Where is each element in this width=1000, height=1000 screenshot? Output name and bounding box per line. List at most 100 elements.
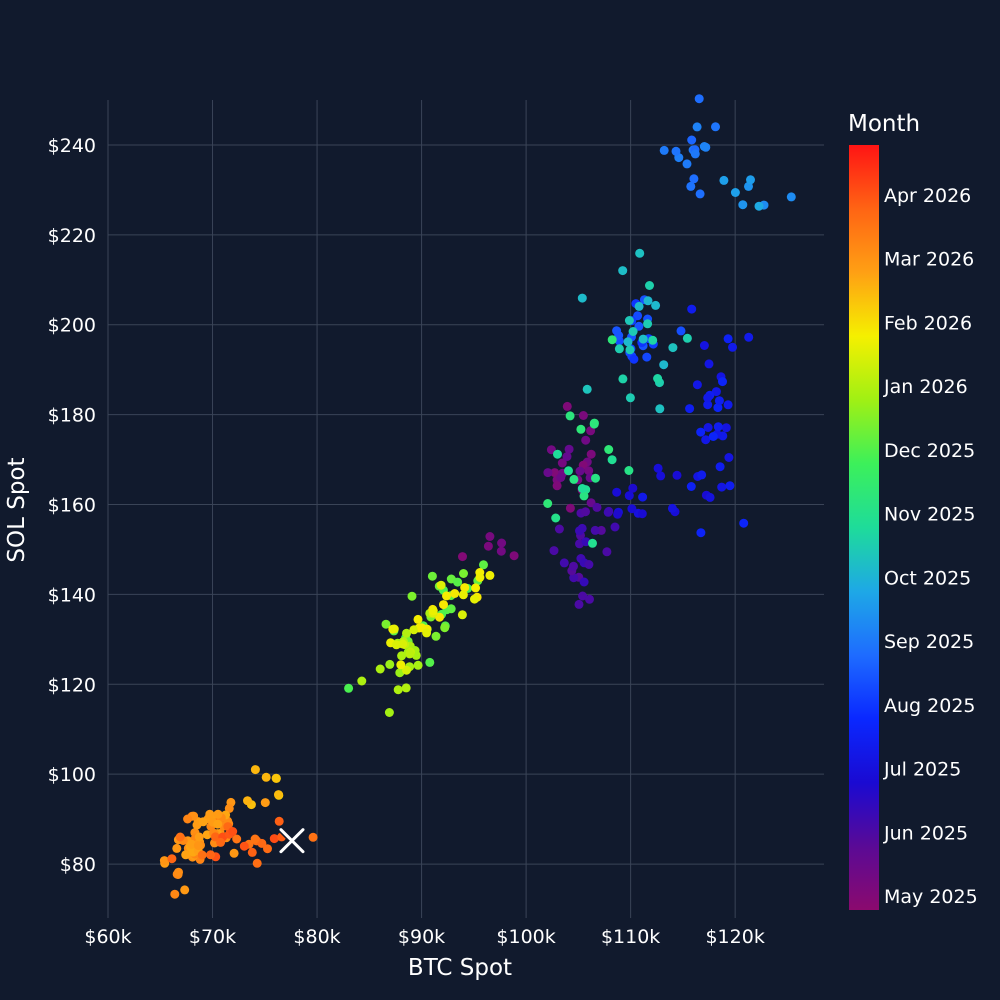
y-tick-labels: $80 $100 $120 $140 $160 $180 $200 $220 $240 (48, 135, 96, 876)
scatter-point (638, 492, 648, 502)
scatter-point (586, 426, 596, 436)
scatter-point (402, 628, 411, 638)
scatter-point (628, 327, 638, 336)
scatter-point (375, 664, 385, 674)
scatter-point (602, 547, 612, 557)
scatter-point (427, 571, 437, 581)
scatter-point (618, 374, 628, 384)
scatter-point (703, 423, 713, 432)
scatter-point (704, 359, 714, 369)
scatter-point (648, 335, 658, 345)
scatter-point (676, 326, 686, 336)
scatter-point (711, 122, 720, 132)
colorbar-tick-label: Sep 2025 (884, 631, 974, 653)
scatter-point (592, 502, 602, 512)
x-tick-labels: $60k $70k $80k $90k $100k $110k $120k (84, 926, 764, 948)
scatter-point (624, 491, 634, 501)
scatter-point (407, 591, 417, 601)
scatter-point (405, 649, 415, 659)
scatter-point (623, 337, 633, 347)
scatter-point (556, 473, 566, 482)
scatter-point (565, 411, 575, 421)
scatter-point (718, 377, 727, 387)
scatter-point (260, 798, 270, 808)
scatter-point (457, 610, 467, 620)
scatter-point (483, 541, 493, 551)
scatter-point (574, 599, 584, 609)
scatter-point (738, 200, 748, 210)
scatter-point (579, 577, 589, 587)
y-tick-label: $80 (60, 854, 96, 876)
scatter-point (172, 843, 182, 853)
scatter-point (625, 393, 635, 403)
scatter-point (485, 570, 495, 580)
scatter-point (656, 471, 666, 481)
scatter-point (653, 463, 663, 473)
scatter-point (604, 445, 614, 454)
y-tick-label: $100 (48, 764, 96, 786)
scatter-point (723, 334, 733, 344)
scatter-point (458, 552, 467, 562)
scatter-point (645, 281, 654, 290)
x-tick-label: $90k (398, 926, 445, 948)
scatter-point (612, 326, 622, 336)
scatter-point (385, 659, 395, 669)
scatter-point (269, 834, 279, 844)
scatter-point (686, 181, 696, 191)
scatter-point (409, 625, 419, 635)
scatter-point (224, 803, 234, 813)
colorbar-tick-labels: May 2025 Jun 2025 Jul 2025 Aug 2025 Sep 2025… (883, 185, 978, 908)
scatter-point (565, 503, 575, 513)
scatter-point (550, 468, 560, 478)
scatter-point (708, 432, 718, 441)
scatter-point (453, 577, 463, 587)
scatter-point (442, 591, 451, 601)
scatter-point (308, 832, 318, 842)
scatter-point (228, 827, 238, 836)
scatter-point (181, 850, 191, 860)
scatter-point (577, 484, 587, 493)
scatter-point (569, 474, 579, 484)
scatter-point (682, 333, 692, 343)
scatter-point (381, 619, 391, 629)
scatter-point (728, 342, 737, 352)
scatter-point (229, 848, 239, 858)
scatter-point (413, 660, 423, 670)
scatter-point (257, 838, 267, 848)
scatter-point (439, 600, 448, 610)
scatter-point (239, 841, 249, 851)
scatter-point (551, 513, 561, 523)
scatter-point (746, 175, 755, 185)
scatter-point (701, 435, 711, 445)
scatter-point (690, 149, 700, 159)
scatter-point (699, 341, 709, 350)
scatter-point (697, 470, 707, 480)
colorbar-tick-label: Feb 2026 (884, 312, 972, 334)
scatter-point (591, 473, 600, 483)
scatter-point (401, 683, 411, 693)
scatter-point (607, 335, 617, 345)
scatter-point (629, 354, 639, 364)
x-tick-label: $70k (189, 926, 236, 948)
scatter-point (589, 418, 599, 428)
scatter-point (715, 462, 725, 472)
x-tick-label: $110k (601, 926, 660, 948)
scatter-point (393, 685, 403, 695)
scatter-point (668, 343, 678, 353)
x-tick-label: $120k (705, 926, 764, 948)
scatter-point (581, 435, 591, 445)
y-axis-title: SOL Spot (4, 457, 30, 562)
scatter-point (659, 360, 669, 370)
scatter-point (744, 332, 754, 342)
scatter-point (397, 651, 407, 661)
scatter-point (197, 850, 207, 860)
scatter-point (250, 765, 260, 775)
scatter-point (557, 458, 567, 468)
scatter-point (559, 558, 569, 568)
scatter-point (637, 509, 647, 519)
scatter-point (672, 470, 682, 480)
scatter-point (705, 492, 715, 502)
colorbar-tick-label: Nov 2025 (884, 504, 975, 526)
scatter-point (703, 400, 713, 410)
